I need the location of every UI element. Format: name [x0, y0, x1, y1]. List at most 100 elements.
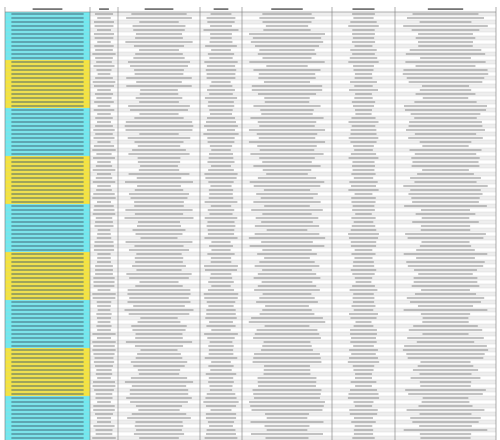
cell-glyphs — [418, 41, 473, 43]
cell-glyphs — [418, 45, 473, 47]
cell-glyphs — [11, 333, 84, 335]
cell-glyphs — [208, 353, 234, 355]
cell-glyphs — [11, 57, 84, 59]
cell-glyphs — [11, 281, 84, 283]
cell-glyphs — [11, 425, 84, 427]
cell-glyphs — [351, 337, 376, 339]
cell-glyphs — [418, 273, 473, 275]
cell-glyphs — [349, 349, 378, 351]
cell-glyphs — [353, 433, 374, 435]
cell-glyphs — [414, 117, 477, 119]
cell-glyphs — [134, 69, 184, 71]
cell-glyphs — [207, 229, 235, 231]
cell-glyphs — [209, 425, 233, 427]
cell-glyphs — [130, 377, 188, 379]
cell-glyphs — [353, 69, 374, 71]
cell-glyphs — [126, 85, 192, 87]
cell-glyphs — [204, 357, 238, 359]
cell-glyphs — [93, 145, 115, 147]
cell-glyphs — [419, 433, 472, 435]
cell-glyphs — [422, 317, 469, 319]
cell-glyphs — [253, 337, 321, 339]
cell-glyphs — [205, 413, 237, 415]
cell-glyphs — [404, 205, 487, 207]
cell-glyphs — [421, 241, 470, 243]
cell-glyphs — [422, 97, 469, 99]
cell-glyphs — [210, 369, 232, 371]
cell-glyphs — [130, 109, 188, 111]
cell-glyphs — [349, 57, 378, 59]
cell-glyphs — [414, 101, 477, 103]
cell-glyphs — [11, 85, 84, 87]
cell-glyphs — [11, 37, 84, 39]
cell-glyphs — [257, 381, 317, 383]
cell-glyphs — [94, 245, 114, 247]
cell-glyphs — [350, 21, 377, 23]
cell-glyphs — [11, 61, 84, 63]
header-glyphs — [32, 8, 63, 10]
cell-glyphs — [210, 261, 232, 263]
cell-glyphs — [204, 125, 238, 127]
cell-glyphs — [205, 417, 237, 419]
cell-glyphs — [408, 393, 483, 395]
cell-glyphs — [139, 133, 179, 135]
cell-glyphs — [131, 385, 187, 387]
cell-glyphs — [351, 117, 376, 119]
cell-glyphs — [259, 313, 315, 315]
cell-glyphs — [205, 317, 237, 319]
cell-glyphs — [248, 129, 326, 131]
cell-glyphs — [263, 81, 311, 83]
cell-glyphs — [350, 333, 377, 335]
cell-glyphs — [257, 273, 317, 275]
cell-glyphs — [95, 393, 113, 395]
cell-glyphs — [351, 101, 376, 103]
cell-glyphs — [354, 149, 373, 151]
cell-glyphs — [92, 385, 116, 387]
cell-glyphs — [11, 77, 84, 79]
cell-glyphs — [95, 133, 113, 135]
cell-glyphs — [352, 165, 375, 167]
cell-glyphs — [266, 429, 308, 431]
cell-glyphs — [11, 377, 84, 379]
cell-glyphs — [11, 221, 84, 223]
cell-glyphs — [352, 285, 375, 287]
cell-glyphs — [127, 137, 191, 139]
cell-glyphs — [260, 197, 314, 199]
cell-glyphs — [137, 221, 181, 223]
cell-glyphs — [208, 189, 234, 191]
cell-glyphs — [354, 73, 373, 75]
cell-glyphs — [354, 85, 373, 87]
cell-glyphs — [261, 241, 313, 243]
cell-glyphs — [97, 41, 111, 43]
cell-glyphs — [94, 241, 114, 243]
cell-glyphs — [415, 93, 476, 95]
cell-glyphs — [350, 269, 377, 271]
cell-glyphs — [11, 121, 84, 123]
cell-glyphs — [11, 249, 84, 251]
cell-glyphs — [94, 13, 114, 15]
cell-glyphs — [410, 177, 481, 179]
cell-glyphs — [92, 297, 116, 299]
cell-glyphs — [354, 193, 373, 195]
cell-glyphs — [406, 261, 485, 263]
cell-glyphs — [207, 89, 235, 91]
cell-glyphs — [348, 89, 379, 91]
cell-glyphs — [96, 237, 112, 239]
cell-glyphs — [418, 33, 473, 35]
cell-glyphs — [96, 189, 112, 191]
cell-glyphs — [417, 173, 474, 175]
cell-glyphs — [263, 29, 311, 31]
cell-glyphs — [404, 345, 487, 347]
cell-glyphs — [139, 49, 179, 51]
cell-glyphs — [96, 97, 112, 99]
cell-glyphs — [410, 301, 481, 303]
cell-glyphs — [411, 165, 480, 167]
cell-glyphs — [262, 309, 312, 311]
cell-glyphs — [352, 169, 375, 171]
cell-glyphs — [11, 89, 84, 91]
cell-glyphs — [95, 273, 113, 275]
cell-glyphs — [211, 361, 231, 363]
cell-glyphs — [403, 185, 488, 187]
cell-glyphs — [11, 405, 84, 407]
cell-glyphs — [92, 213, 116, 215]
